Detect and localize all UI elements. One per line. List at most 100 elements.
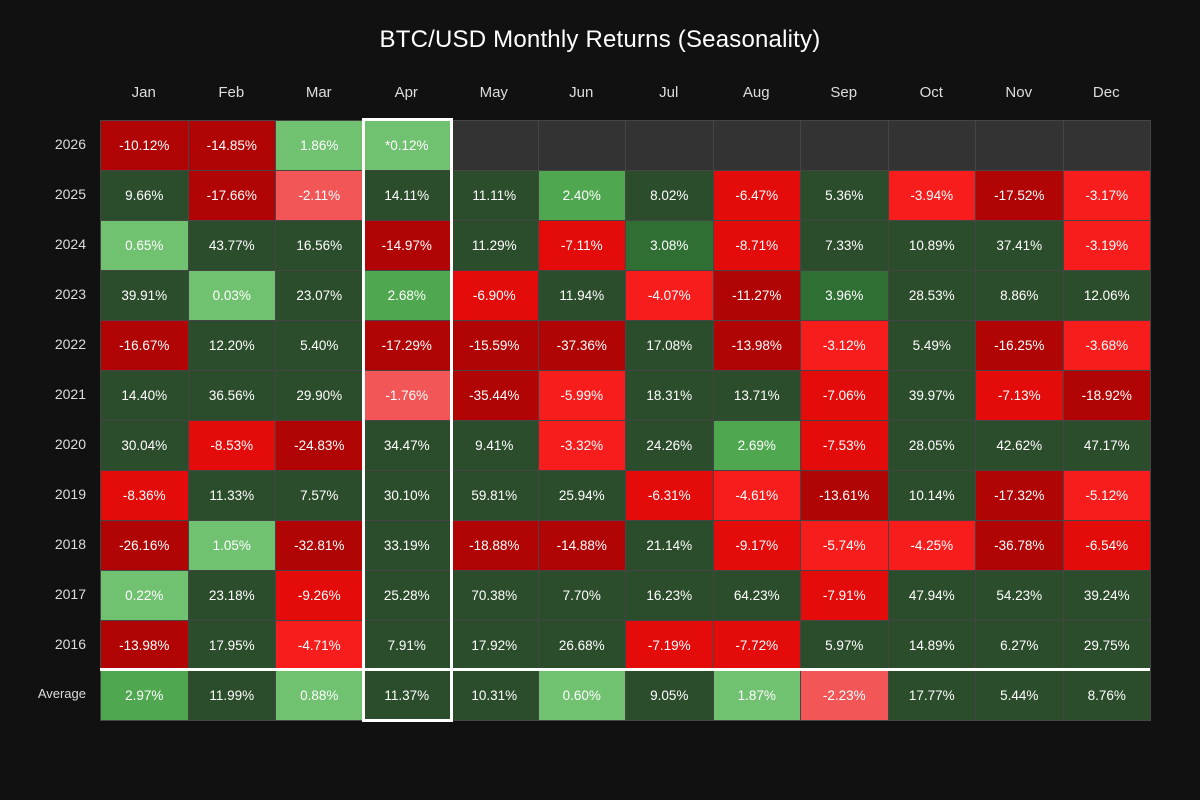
heatmap-cell-2019-feb: 11.33% <box>187 470 276 521</box>
heatmap-cell-2023-jun: 11.94% <box>537 270 626 321</box>
heatmap-cell-2026-feb: -14.85% <box>187 120 276 171</box>
heatmap-cell-2023-nov: 8.86% <box>975 270 1064 321</box>
column-header-jul: Jul <box>659 84 679 101</box>
heatmap-cell-2019-jun: 25.94% <box>537 470 626 521</box>
heatmap-cell-2016-apr: 7.91% <box>362 620 451 671</box>
heatmap-cell-2020-oct: 28.05% <box>887 420 976 471</box>
heatmap-cell-2019-oct: 10.14% <box>887 470 976 521</box>
heatmap-cell-average-feb: 11.99% <box>187 670 276 721</box>
heatmap-cell-2026-jul <box>625 120 714 171</box>
heatmap-cell-2024-aug: -8.71% <box>712 220 801 271</box>
heatmap-cell-2025-dec: -3.17% <box>1062 170 1151 221</box>
heatmap-cell-2016-dec: 29.75% <box>1062 620 1151 671</box>
column-header-nov: Nov <box>1005 84 1033 101</box>
heatmap-cell-2018-feb: 1.05% <box>187 520 276 571</box>
row-label-2025: 2025 <box>54 186 86 202</box>
heatmap-cell-2023-sep: 3.96% <box>800 270 889 321</box>
heatmap-cell-2019-aug: -4.61% <box>712 470 801 521</box>
heatmap-cell-2024-nov: 37.41% <box>975 220 1064 271</box>
heatmap-cell-2022-may: -15.59% <box>450 320 539 371</box>
heatmap-cell-2022-mar: 5.40% <box>275 320 364 371</box>
heatmap-cell-2021-mar: 29.90% <box>275 370 364 421</box>
heatmap-cell-2018-jul: 21.14% <box>625 520 714 571</box>
heatmap-cell-average-jun: 0.60% <box>537 670 626 721</box>
heatmap-cell-2021-jun: -5.99% <box>537 370 626 421</box>
heatmap-cell-2021-aug: 13.71% <box>712 370 801 421</box>
column-header-may: May <box>479 84 508 101</box>
heatmap-cell-2018-sep: -5.74% <box>800 520 889 571</box>
heatmap-cell-2025-jul: 8.02% <box>625 170 714 221</box>
heatmap-cell-2023-jan: 39.91% <box>100 270 189 321</box>
column-header-mar: Mar <box>305 84 332 101</box>
heatmap-cell-2021-jul: 18.31% <box>625 370 714 421</box>
heatmap-cell-2025-aug: -6.47% <box>712 170 801 221</box>
heatmap-cell-2018-oct: -4.25% <box>887 520 976 571</box>
heatmap-cell-2026-oct <box>887 120 976 171</box>
column-header-oct: Oct <box>919 84 943 101</box>
heatmap-cell-average-oct: 17.77% <box>887 670 976 721</box>
average-separator-line <box>100 668 1150 671</box>
heatmap-cell-2020-mar: -24.83% <box>275 420 364 471</box>
heatmap-cell-2025-jan: 9.66% <box>100 170 189 221</box>
heatmap-cell-2021-oct: 39.97% <box>887 370 976 421</box>
heatmap-cell-2019-apr: 30.10% <box>362 470 451 521</box>
heatmap-cell-2026-aug <box>712 120 801 171</box>
heatmap-cell-2016-jul: -7.19% <box>625 620 714 671</box>
heatmap-cell-2018-jun: -14.88% <box>537 520 626 571</box>
row-label-2020: 2020 <box>54 436 86 452</box>
heatmap-cell-2017-may: 70.38% <box>450 570 539 621</box>
heatmap-cell-average-sep: -2.23% <box>800 670 889 721</box>
heatmap-cell-2026-dec <box>1062 120 1151 171</box>
row-label-2022: 2022 <box>54 336 86 352</box>
heatmap-cell-2023-jul: -4.07% <box>625 270 714 321</box>
heatmap-cell-average-jan: 2.97% <box>100 670 189 721</box>
heatmap-cell-2024-may: 11.29% <box>450 220 539 271</box>
heatmap-cell-2017-dec: 39.24% <box>1062 570 1151 621</box>
heatmap-cell-2021-apr: -1.76% <box>362 370 451 421</box>
heatmap-cell-2022-dec: -3.68% <box>1062 320 1151 371</box>
heatmap-cell-2025-may: 11.11% <box>450 170 539 221</box>
heatmap-cell-2022-jan: -16.67% <box>100 320 189 371</box>
heatmap-cell-2026-nov <box>975 120 1064 171</box>
heatmap-cell-2025-jun: 2.40% <box>537 170 626 221</box>
row-label-2016: 2016 <box>54 636 86 652</box>
row-label-2017: 2017 <box>54 586 86 602</box>
heatmap-cell-2019-jan: -8.36% <box>100 470 189 521</box>
heatmap-cell-2024-apr: -14.97% <box>362 220 451 271</box>
heatmap-cell-2017-mar: -9.26% <box>275 570 364 621</box>
heatmap-cell-2019-mar: 7.57% <box>275 470 364 521</box>
heatmap-cell-2018-apr: 33.19% <box>362 520 451 571</box>
column-header-aug: Aug <box>742 84 770 101</box>
heatmap-cell-2020-dec: 47.17% <box>1062 420 1151 471</box>
heatmap-cell-average-apr: 11.37% <box>362 670 451 721</box>
heatmap-cell-2021-feb: 36.56% <box>187 370 276 421</box>
heatmap-cell-2026-jun <box>537 120 626 171</box>
column-header-sep: Sep <box>830 84 858 101</box>
heatmap-cell-2022-feb: 12.20% <box>187 320 276 371</box>
heatmap-cell-2016-nov: 6.27% <box>975 620 1064 671</box>
heatmap-cell-2016-feb: 17.95% <box>187 620 276 671</box>
heatmap-cell-2021-dec: -18.92% <box>1062 370 1151 421</box>
heatmap-cell-2018-aug: -9.17% <box>712 520 801 571</box>
heatmap-cell-2021-sep: -7.06% <box>800 370 889 421</box>
heatmap-cell-2026-may <box>450 120 539 171</box>
heatmap-cell-2021-nov: -7.13% <box>975 370 1064 421</box>
heatmap-cell-2017-jul: 16.23% <box>625 570 714 621</box>
heatmap-cell-2019-nov: -17.32% <box>975 470 1064 521</box>
column-header-dec: Dec <box>1092 84 1120 101</box>
row-label-2026: 2026 <box>54 136 86 152</box>
row-label-2018: 2018 <box>54 536 86 552</box>
row-label-2021: 2021 <box>54 386 86 402</box>
heatmap-cell-average-mar: 0.88% <box>275 670 364 721</box>
heatmap-cell-2023-apr: 2.68% <box>362 270 451 321</box>
column-header-feb: Feb <box>218 84 245 101</box>
heatmap-cell-2021-may: -35.44% <box>450 370 539 421</box>
heatmap-cell-2017-oct: 47.94% <box>887 570 976 621</box>
heatmap-cell-2016-jun: 26.68% <box>537 620 626 671</box>
heatmap-cell-average-may: 10.31% <box>450 670 539 721</box>
heatmap-cell-2018-dec: -6.54% <box>1062 520 1151 571</box>
heatmap-cell-2023-oct: 28.53% <box>887 270 976 321</box>
heatmap-cell-2023-may: -6.90% <box>450 270 539 321</box>
heatmap-cell-2021-jan: 14.40% <box>100 370 189 421</box>
